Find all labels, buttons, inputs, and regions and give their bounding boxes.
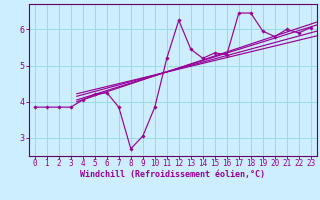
X-axis label: Windchill (Refroidissement éolien,°C): Windchill (Refroidissement éolien,°C) bbox=[80, 170, 265, 179]
